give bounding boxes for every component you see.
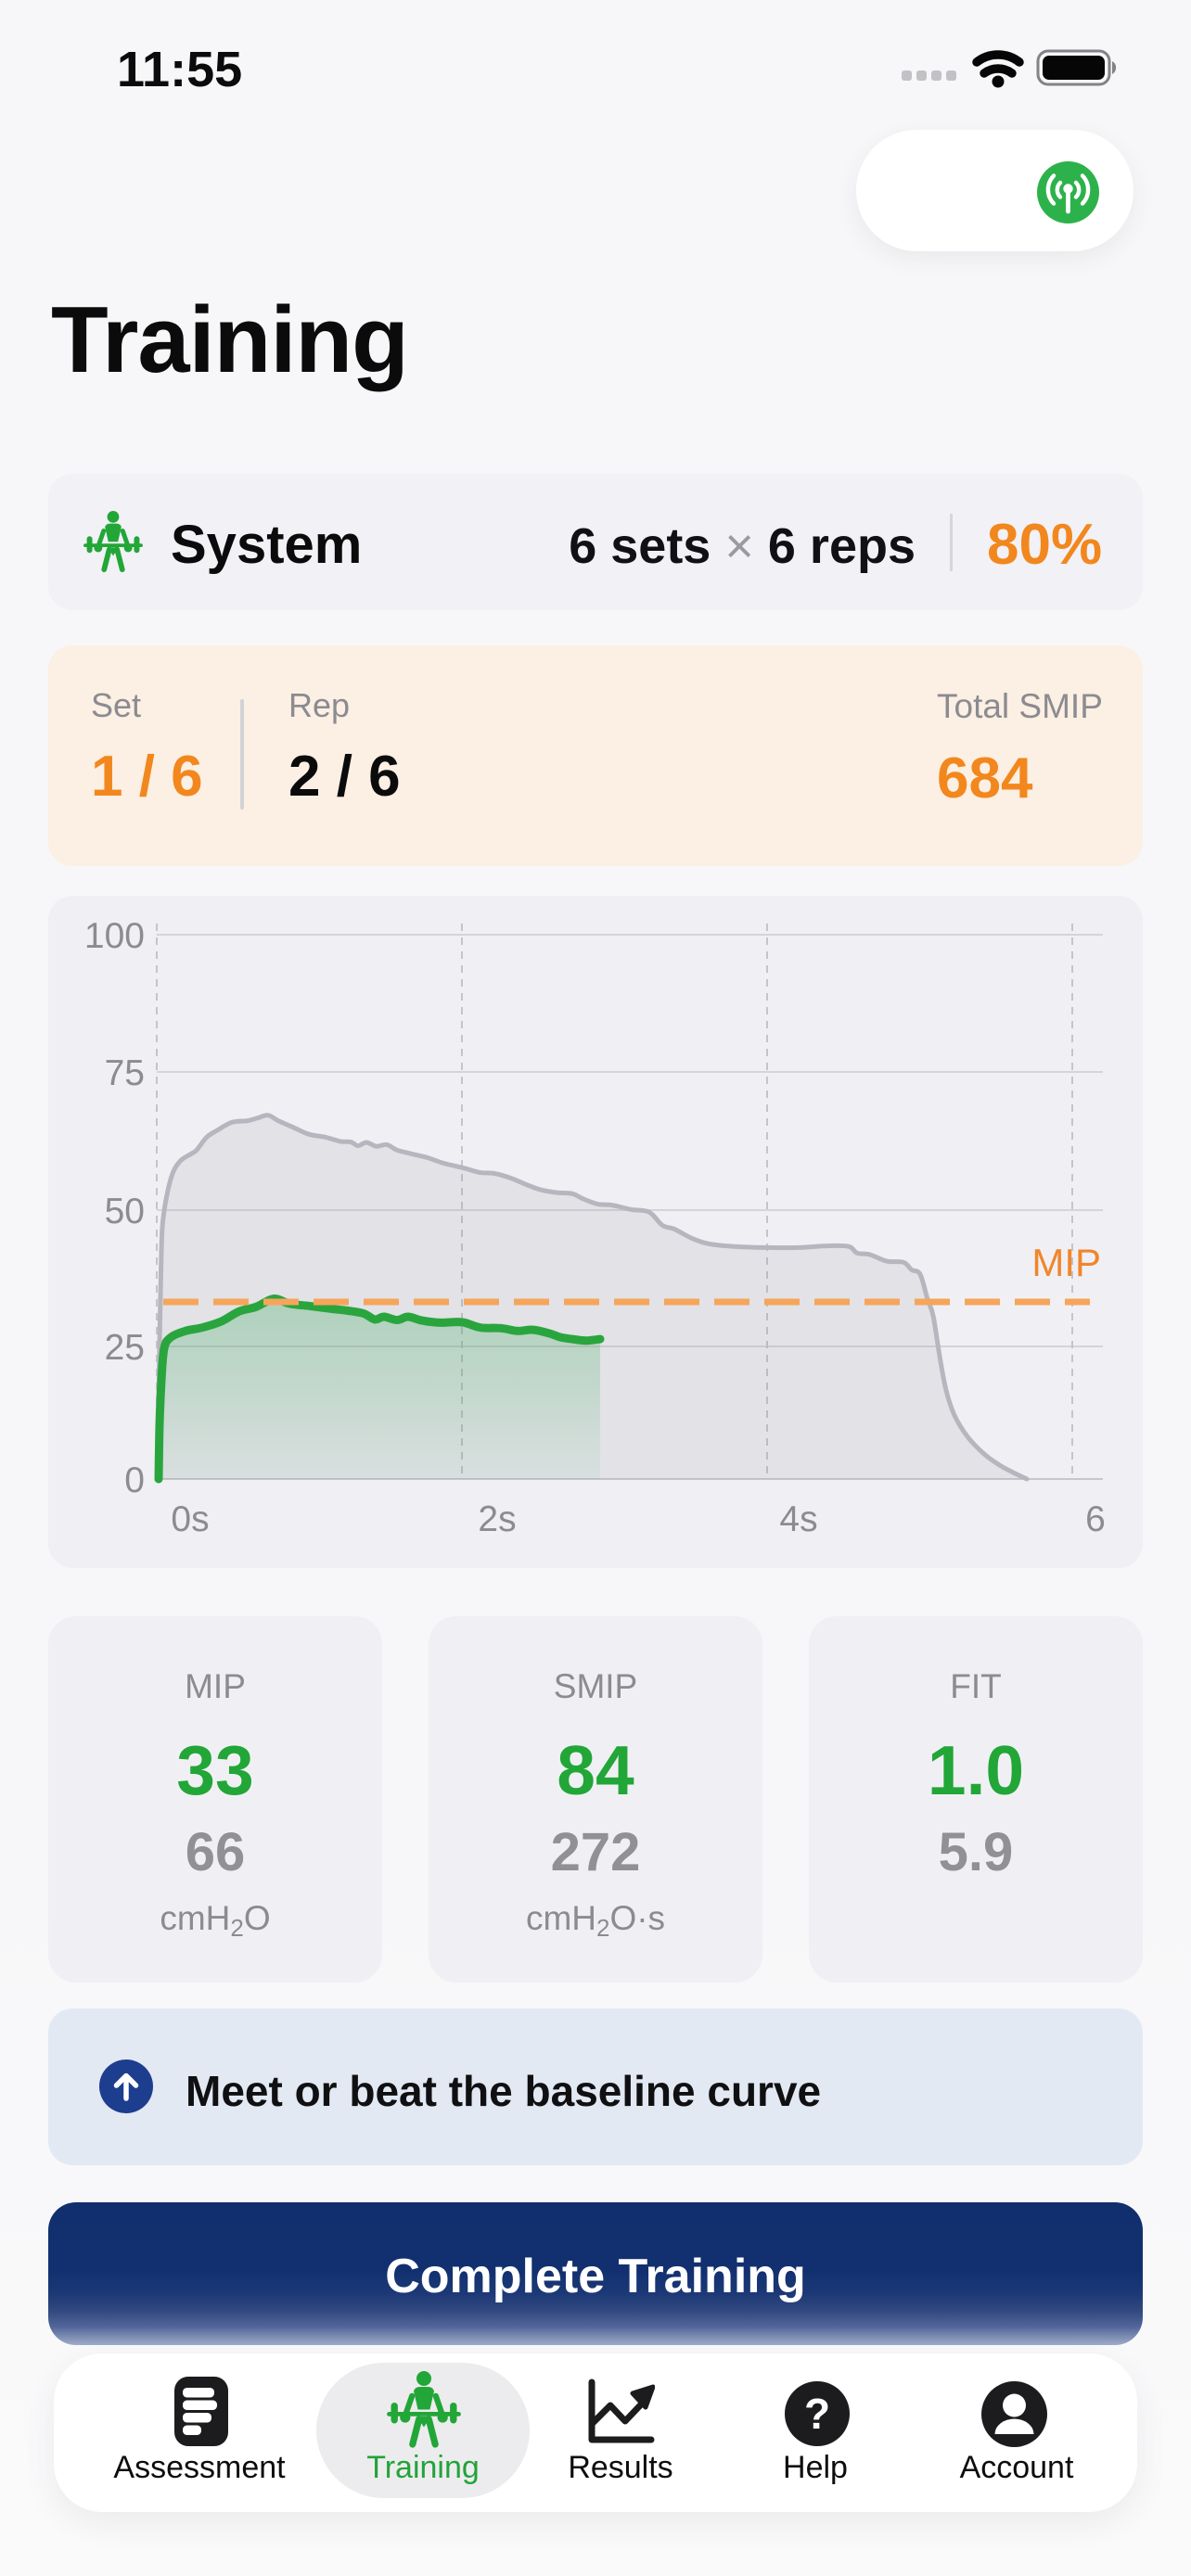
svg-text:25: 25 (105, 1328, 145, 1368)
svg-text:6: 6 (1085, 1499, 1106, 1539)
svg-text:0s: 0s (171, 1499, 209, 1539)
svg-text:4s: 4s (779, 1499, 817, 1539)
svg-text:0: 0 (124, 1460, 145, 1500)
svg-text:?: ? (804, 2390, 830, 2438)
svg-text:100: 100 (84, 916, 145, 956)
svg-text:2s: 2s (478, 1499, 516, 1539)
svg-text:MIP: MIP (1031, 1241, 1101, 1284)
svg-text:75: 75 (105, 1053, 145, 1093)
svg-text:50: 50 (105, 1192, 145, 1231)
